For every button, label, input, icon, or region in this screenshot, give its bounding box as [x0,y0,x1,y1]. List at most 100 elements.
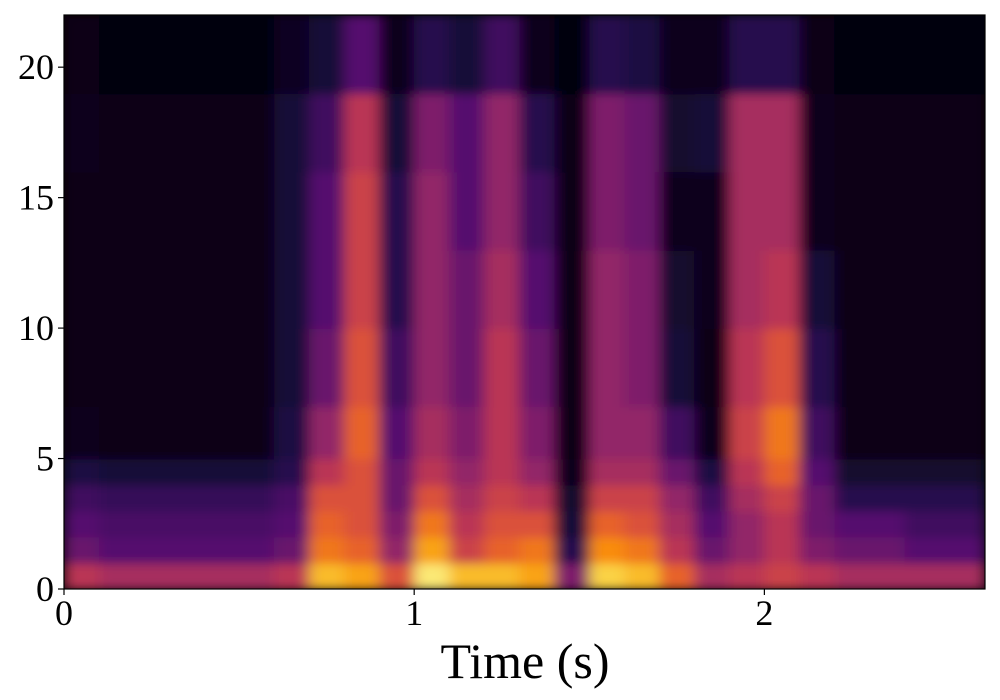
cell [904,484,941,512]
cell [309,484,345,512]
cell [204,171,240,251]
cell [589,249,626,329]
cell [799,562,836,589]
cell [204,458,240,486]
cell [799,93,836,173]
cell [449,562,486,589]
cell [379,15,415,95]
cell [204,510,240,538]
cell [869,562,906,589]
cell [834,93,871,173]
cell [99,484,135,512]
cell [309,171,345,251]
cell [764,93,801,173]
cell [659,536,696,564]
cell [694,328,731,408]
cell [554,484,591,512]
cell [729,510,766,538]
cell [204,562,240,589]
spectrogram [64,15,985,589]
cell [659,15,696,95]
cell [519,406,556,460]
cell [659,458,696,486]
cell [519,458,556,486]
cell [799,406,836,460]
x-axis-title: Time (s) [440,633,609,689]
cell [694,93,731,173]
cell [169,249,205,329]
cell [64,510,100,538]
cell [974,484,985,512]
cell [379,458,415,486]
cell [589,536,626,564]
cell [379,93,415,173]
cell [344,171,380,251]
cell [974,15,985,95]
cell [904,562,941,589]
cell [134,171,170,251]
cell [414,536,451,564]
y-tick-label: 5 [36,439,54,479]
cell [729,249,766,329]
cell [939,93,976,173]
cell [694,458,731,486]
cell [659,510,696,538]
cell [869,171,906,251]
cell [974,510,985,538]
cell [484,510,521,538]
cell [64,484,100,512]
cell [134,93,170,173]
cell [904,406,941,460]
cell [134,562,170,589]
cell [64,328,100,408]
cell [799,458,836,486]
cell [624,328,661,408]
cell [519,536,556,564]
cell [974,328,985,408]
cell [99,15,135,95]
cell [169,171,205,251]
cell [624,249,661,329]
cell [589,510,626,538]
cell [414,15,451,95]
cell [729,171,766,251]
cell [169,15,205,95]
cell [99,562,135,589]
cell [64,93,100,173]
cell [204,536,240,564]
cell [939,406,976,460]
cell [449,15,486,95]
cell [414,249,451,329]
cell [764,249,801,329]
cell [694,406,731,460]
cell [449,328,486,408]
cell [904,510,941,538]
cell [834,458,871,486]
cell [764,15,801,95]
cell [169,510,205,538]
cell [274,484,310,512]
cell [729,93,766,173]
cell [904,249,941,329]
cell [484,406,521,460]
cell [519,171,556,251]
cell [554,93,591,173]
cell [834,562,871,589]
cell [834,510,871,538]
cell [309,93,345,173]
cell [344,15,380,95]
cell [344,562,380,589]
cell [204,15,240,95]
cell [64,406,100,460]
cell [519,328,556,408]
cell [764,406,801,460]
cell [799,171,836,251]
cell [344,406,380,460]
cell [939,536,976,564]
cell [694,536,731,564]
cell [449,93,486,173]
cell [274,536,310,564]
y-tick-label: 15 [18,178,54,218]
cell [379,328,415,408]
cell [659,171,696,251]
